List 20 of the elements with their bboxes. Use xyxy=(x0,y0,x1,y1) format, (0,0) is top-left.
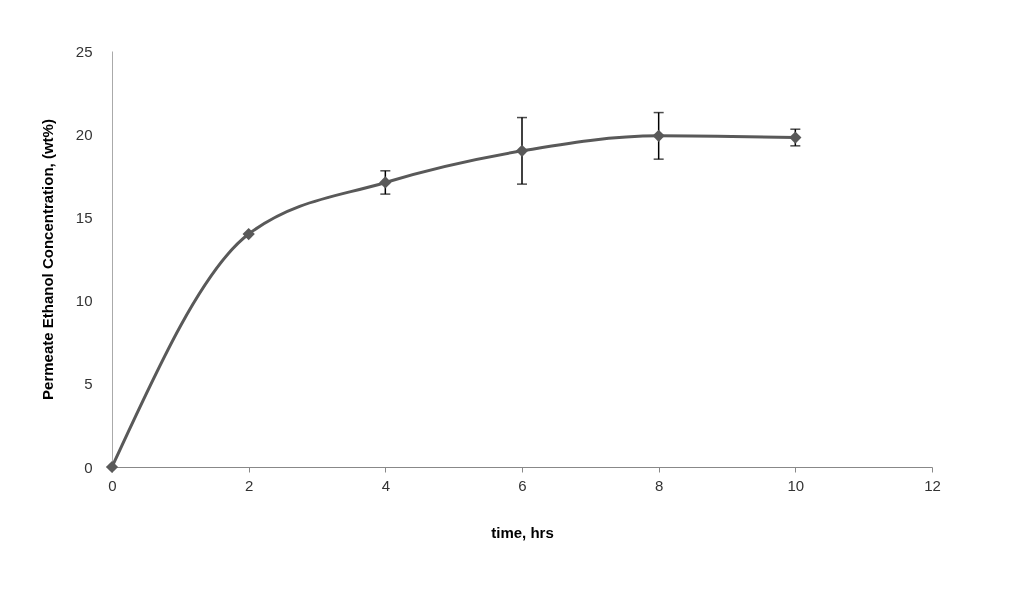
x-tick-label: 2 xyxy=(244,476,254,494)
x-tick-label: 12 xyxy=(924,476,941,494)
y-tick-label: 20 xyxy=(75,125,93,143)
x-tick-label: 0 xyxy=(108,476,117,494)
y-tick-label: 0 xyxy=(84,458,93,476)
point xyxy=(379,176,392,189)
point xyxy=(515,144,529,157)
x-tick-label: 6 xyxy=(518,476,527,494)
y-tick-label: 25 xyxy=(75,42,93,60)
y-tick-label: 10 xyxy=(75,292,93,310)
point xyxy=(105,460,119,474)
y-axis-title: Permeate Ethanol Concentration, (wt%) xyxy=(38,119,56,400)
x-axis-title: time, hrs xyxy=(491,523,554,541)
x-tick-label: 10 xyxy=(787,476,805,494)
y-tick-label: 5 xyxy=(84,375,93,393)
point xyxy=(242,227,255,241)
x-tick-label: 8 xyxy=(654,476,664,494)
x-tick-label: 4 xyxy=(381,476,391,494)
y-tick-label: 15 xyxy=(75,208,93,226)
point xyxy=(652,129,665,142)
